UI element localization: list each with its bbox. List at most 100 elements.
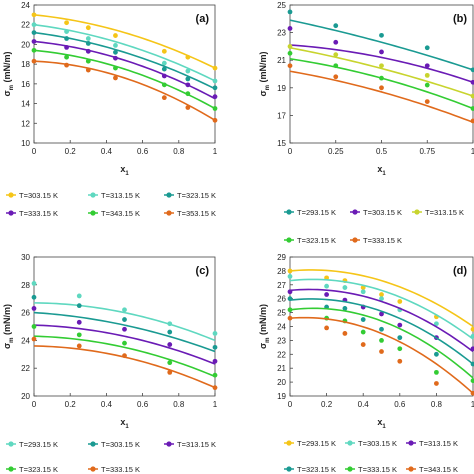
data-point	[324, 325, 329, 331]
data-point	[122, 353, 127, 359]
legend-marker	[408, 440, 414, 446]
y-tick-label: 21	[277, 56, 286, 65]
data-point	[397, 299, 403, 304]
x-tick-label: 0.4	[358, 400, 370, 409]
data-point	[185, 82, 191, 88]
legend-item: T=313.15 K	[164, 440, 216, 449]
data-point	[76, 332, 82, 338]
x-tick-label: 0.4	[101, 147, 113, 156]
legend-item: T=333.15 K	[88, 465, 140, 474]
legend-marker	[90, 466, 96, 472]
x-tick-label: 1	[213, 147, 218, 156]
legend-marker	[8, 441, 14, 447]
legend-label: T=303.15 K	[358, 439, 397, 448]
legend-label: T=303.15 K	[363, 208, 402, 217]
x-tick-label: 1	[471, 147, 474, 156]
data-point	[360, 289, 366, 295]
legend-label: T=333.15 K	[358, 465, 397, 474]
data-point	[360, 329, 366, 335]
legend-label: T=343.15 K	[419, 465, 458, 474]
x-axis-label-sub: 1	[125, 424, 129, 430]
data-point	[212, 94, 218, 100]
data-point	[470, 67, 474, 73]
data-point	[287, 50, 293, 56]
data-point	[185, 54, 191, 60]
x-axis-label-main: x	[377, 417, 382, 427]
legend-item: T=293.15 K	[6, 440, 58, 449]
data-point	[76, 293, 82, 299]
data-point	[31, 30, 37, 35]
data-point	[379, 49, 384, 55]
x-tick-label: 0.8	[173, 147, 185, 156]
legend-marker	[352, 237, 358, 243]
y-tick-label: 28	[21, 281, 30, 290]
legend-item: T=343.15 K	[88, 209, 140, 218]
data-point	[470, 79, 474, 85]
y-axis-label: σm (mN/m)	[258, 51, 271, 96]
data-point	[470, 118, 474, 124]
data-point	[113, 55, 118, 61]
y-tick-label: 20	[21, 392, 30, 401]
legend-item: T=343.15 K	[406, 465, 458, 474]
fit-curve	[34, 23, 215, 82]
data-point	[333, 23, 339, 29]
x-tick-label: 0.2	[65, 147, 77, 156]
y-axis-label-main: σ	[258, 343, 268, 349]
y-tick-label: 27	[277, 281, 286, 290]
data-point	[212, 331, 218, 336]
legend-item: T=353.15 K	[164, 209, 216, 218]
legend-marker	[90, 210, 96, 216]
data-point	[185, 76, 191, 82]
fit-curve	[34, 345, 215, 389]
data-point	[333, 39, 339, 45]
data-point	[379, 63, 384, 69]
legend-item: T=313.15 K	[412, 208, 464, 217]
fit-curve	[290, 288, 473, 353]
data-point	[161, 73, 167, 79]
data-point	[85, 58, 91, 64]
data-point	[342, 331, 348, 336]
panel-label: (b)	[453, 13, 467, 25]
data-point	[113, 43, 118, 48]
data-point	[287, 296, 293, 302]
x-tick-label: 1	[213, 400, 218, 409]
legend-label: T=303.15 K	[19, 191, 58, 200]
data-point	[167, 369, 173, 375]
data-point	[212, 358, 218, 364]
data-point	[424, 72, 430, 78]
fit-curve	[34, 14, 215, 69]
data-point	[397, 346, 403, 352]
fit-curve	[290, 46, 473, 97]
data-point	[342, 285, 348, 290]
data-point	[379, 75, 384, 81]
legend-item: T=303.15 K	[350, 208, 402, 217]
y-axis-label-unit: (mN/m)	[2, 304, 12, 338]
y-tick-label: 17	[277, 111, 286, 120]
x-axis-label-sub: 1	[125, 171, 129, 177]
data-point	[85, 36, 91, 41]
data-point	[31, 47, 37, 53]
legend-marker	[414, 209, 420, 215]
y-axis-label-main: σ	[258, 90, 268, 96]
fit-curve	[290, 19, 473, 71]
panel-label: (a)	[196, 13, 210, 25]
legend-label: T=323.15 K	[19, 465, 58, 474]
data-point	[287, 268, 293, 274]
y-tick-label: 19	[277, 392, 286, 401]
data-point	[470, 361, 474, 367]
data-point	[424, 63, 430, 69]
data-point	[424, 45, 430, 51]
data-point	[397, 358, 403, 364]
y-axis-label-sub: m	[9, 85, 15, 90]
legend-label: T=313.15 K	[419, 439, 458, 448]
fit-curve	[290, 269, 473, 328]
legend-label: T=333.15 K	[19, 209, 58, 218]
data-point	[76, 343, 82, 349]
fit-curve	[34, 311, 215, 353]
legend-label: T=313.15 K	[177, 440, 216, 449]
data-point	[122, 307, 127, 313]
data-point	[64, 44, 69, 50]
data-point	[424, 99, 430, 104]
legend-item: T=303.15 K	[345, 439, 397, 448]
